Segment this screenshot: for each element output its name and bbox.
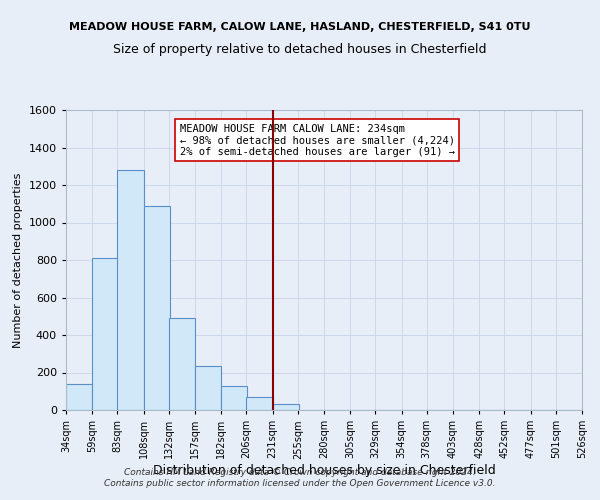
Y-axis label: Number of detached properties: Number of detached properties [13,172,23,348]
Bar [118,170,143,410]
Bar [195,366,221,410]
Text: MEADOW HOUSE FARM CALOW LANE: 234sqm
← 98% of detached houses are smaller (4,224: MEADOW HOUSE FARM CALOW LANE: 234sqm ← 9… [179,124,455,156]
Bar [247,397,272,410]
Text: Contains HM Land Registry data © Crown copyright and database right 2024.
Contai: Contains HM Land Registry data © Crown c… [104,468,496,487]
Bar [143,206,170,410]
Bar [66,384,92,410]
Text: MEADOW HOUSE FARM, CALOW LANE, HASLAND, CHESTERFIELD, S41 0TU: MEADOW HOUSE FARM, CALOW LANE, HASLAND, … [69,22,531,32]
Text: Size of property relative to detached houses in Chesterfield: Size of property relative to detached ho… [113,42,487,56]
Bar [272,404,299,410]
Bar [92,258,118,410]
Bar [221,386,247,410]
Bar [169,318,195,410]
X-axis label: Distribution of detached houses by size in Chesterfield: Distribution of detached houses by size … [152,464,496,477]
